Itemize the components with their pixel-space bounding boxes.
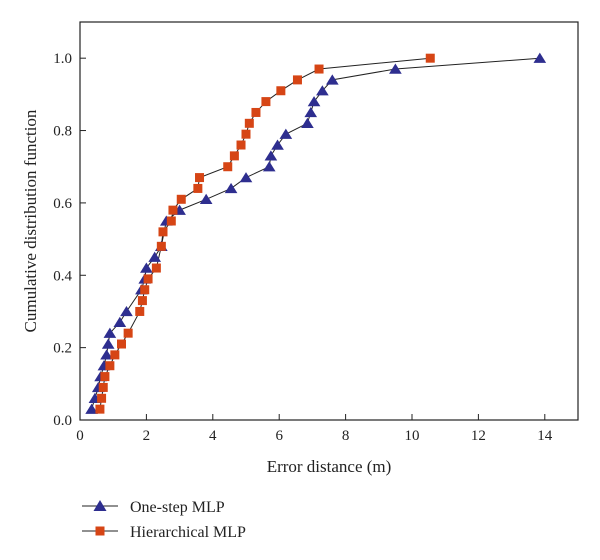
data-point-one-step: [224, 182, 238, 194]
legend-label-hierarchical: Hierarchical MLP: [130, 524, 246, 541]
data-point-hierarchical: [117, 339, 126, 349]
data-point-hierarchical: [261, 97, 271, 107]
data-point-hierarchical: [314, 64, 324, 74]
y-axis-label: Cumulative distribution function: [21, 109, 40, 332]
data-point-one-step: [264, 150, 278, 161]
legend: One-step MLP Hierarchical MLP: [82, 499, 246, 541]
data-point-hierarchical: [241, 129, 251, 139]
data-point-hierarchical: [110, 350, 120, 360]
data-point-hierarchical: [236, 140, 246, 150]
data-point-one-step: [279, 128, 293, 139]
data-point-one-step: [304, 106, 318, 118]
data-point-hierarchical: [223, 162, 233, 172]
data-point-hierarchical: [425, 53, 435, 63]
data-point-one-step: [325, 74, 339, 85]
plot-frame: [79, 21, 579, 421]
data-point-one-step: [316, 85, 329, 96]
data-point-hierarchical: [229, 151, 239, 161]
data-point-hierarchical: [105, 361, 115, 371]
data-point-one-step: [85, 403, 98, 414]
data-point-hierarchical: [135, 306, 145, 316]
data-point-one-step: [262, 161, 276, 172]
data-point-one-step: [103, 327, 117, 338]
data-point-one-step: [101, 338, 115, 349]
data-point-hierarchical: [140, 285, 150, 295]
data-point-one-step: [140, 262, 153, 273]
data-point-hierarchical: [168, 205, 178, 215]
data-point-one-step: [307, 96, 321, 107]
legend-label-one-step: One-step MLP: [130, 499, 225, 516]
data-point-one-step: [113, 316, 127, 327]
data-point-hierarchical: [151, 263, 161, 273]
x-tick-label: 0: [76, 428, 84, 444]
y-tick-label: 0.6: [53, 196, 72, 212]
data-point-hierarchical: [166, 216, 176, 226]
y-tick-label: 0.4: [53, 268, 72, 284]
data-point-one-step: [100, 349, 113, 360]
data-point-one-step: [199, 193, 213, 204]
y-tick-label: 1.0: [53, 51, 72, 67]
x-axis-label: Error distance (m): [267, 457, 392, 476]
data-point-one-step: [271, 139, 284, 150]
data-point-one-step: [533, 52, 547, 63]
data-point-one-step: [148, 251, 162, 262]
series-markers: [85, 52, 547, 414]
x-tick-label: 4: [209, 428, 217, 444]
data-point-hierarchical: [123, 328, 133, 338]
x-tick-label: 12: [471, 428, 486, 444]
y-tick-label: 0.2: [53, 341, 72, 357]
axis-ticks: 0 2 4 6 8 10 12 14 0.0 0.2 0.4 0.6 0.8 1.0: [53, 51, 553, 444]
data-point-one-step: [389, 63, 402, 74]
data-point-hierarchical: [292, 75, 302, 85]
data-point-hierarchical: [176, 194, 186, 204]
data-point-hierarchical: [143, 274, 153, 284]
data-point-hierarchical: [276, 86, 286, 96]
legend-marker-hierarchical: [95, 526, 105, 536]
data-point-hierarchical: [137, 296, 147, 306]
x-tick-label: 6: [275, 428, 283, 444]
x-tick-label: 2: [143, 428, 151, 444]
data-point-hierarchical: [244, 118, 254, 128]
data-point-hierarchical: [158, 227, 168, 237]
data-point-hierarchical: [251, 107, 261, 117]
series-line-1: [99, 57, 431, 410]
data-point-hierarchical: [100, 372, 110, 382]
x-tick-label: 14: [537, 428, 553, 444]
data-point-hierarchical: [98, 382, 108, 392]
data-point-hierarchical: [193, 183, 203, 193]
data-point-hierarchical: [97, 393, 107, 403]
y-tick-label: 0.8: [53, 124, 72, 140]
data-point-hierarchical: [156, 241, 166, 251]
x-tick-label: 10: [405, 428, 420, 444]
data-point-hierarchical: [95, 404, 105, 414]
legend-marker-one-step: [93, 500, 107, 511]
y-tick-label: 0.0: [53, 413, 72, 429]
data-point-hierarchical: [195, 173, 205, 183]
data-point-one-step: [239, 172, 253, 183]
data-point-one-step: [120, 305, 133, 317]
data-point-one-step: [301, 117, 314, 128]
x-tick-label: 8: [342, 428, 350, 444]
